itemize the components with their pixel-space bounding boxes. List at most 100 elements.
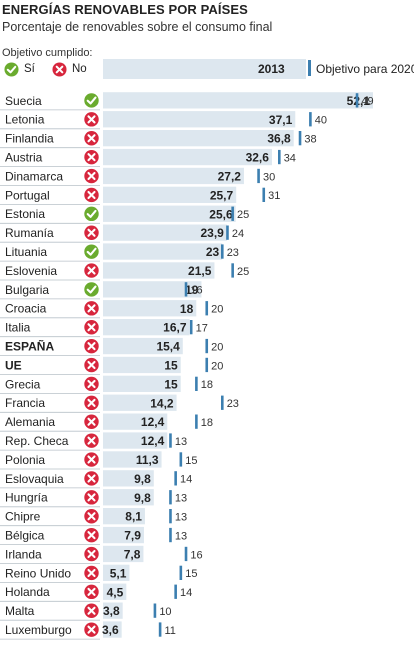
cross-icon [84, 168, 99, 184]
country-label: Eslovenia [5, 264, 57, 278]
value-label: 27,2 [218, 169, 242, 183]
bar [103, 583, 127, 600]
country-label: Suecia [5, 94, 42, 108]
country-label: Letonia [5, 113, 45, 127]
target-tick [262, 187, 266, 202]
check-icon [84, 93, 99, 108]
bar [103, 281, 202, 298]
value-label: 8,1 [125, 510, 142, 524]
bar [103, 319, 190, 336]
cross-icon [52, 61, 67, 77]
target-tick [226, 225, 229, 240]
target-label: 11 [165, 625, 176, 637]
cross-icon [84, 603, 99, 618]
country-label: Lituania [5, 245, 47, 259]
country-label: UE [5, 358, 22, 372]
target-label: 20 [211, 304, 223, 316]
cross-icon [84, 414, 99, 429]
value-label: 32,6 [246, 151, 270, 165]
target-label: 14 [180, 587, 192, 599]
target-label: 15 [185, 568, 197, 580]
cross-icon [84, 471, 99, 486]
cross-icon [84, 490, 99, 505]
target-label: 40 [315, 115, 327, 127]
value-label: 15,4 [156, 340, 180, 354]
country-label: Chipre [5, 510, 41, 524]
value-label: 4,5 [107, 585, 124, 599]
target-label: 38 [304, 133, 316, 145]
value-label: 23,9 [200, 226, 224, 240]
country-label: Portugal [5, 188, 50, 202]
country-label: Estonia [5, 207, 45, 221]
value-label: 21,5 [188, 264, 212, 278]
value-label: 3,6 [102, 623, 119, 637]
target-tick [169, 490, 172, 505]
cross-icon [84, 263, 99, 278]
value-label: 15 [164, 358, 178, 372]
value-label: 3,8 [103, 604, 120, 618]
target-tick [205, 357, 209, 373]
target-tick [189, 320, 193, 335]
target-tick [355, 93, 359, 108]
target-tick [179, 565, 183, 580]
bar [103, 300, 197, 317]
bar [103, 186, 237, 203]
target-tick [220, 244, 224, 259]
cross-icon [84, 376, 99, 392]
legend-label: Objetivo cumplido: [2, 47, 93, 59]
target-tick [298, 131, 302, 146]
target-label: 13 [175, 530, 187, 542]
bar [103, 508, 145, 525]
value-label: 36,8 [267, 132, 291, 146]
bar [103, 470, 154, 487]
country-label: Finlandia [5, 132, 54, 146]
target-label: 23 [227, 247, 239, 259]
country-label: Austria [5, 150, 43, 164]
cross-icon [84, 395, 99, 411]
country-label: Rumanía [5, 226, 54, 240]
target-label: 23 [227, 398, 239, 410]
country-label: Rep. Checa [5, 434, 69, 448]
target-label: 30 [263, 171, 275, 183]
cross-icon [84, 301, 99, 316]
country-label: Croacia [5, 302, 47, 316]
target-tick [169, 433, 172, 448]
value-label: 9,8 [134, 491, 151, 505]
target-tick [153, 603, 157, 618]
value-label: 7,8 [124, 547, 141, 561]
check-icon [84, 282, 99, 297]
target-tick [205, 301, 209, 316]
cross-icon [84, 187, 99, 203]
bar [103, 413, 168, 430]
target-tick [195, 414, 198, 429]
cross-icon [84, 338, 99, 354]
country-label: Holanda [5, 585, 50, 599]
country-label: Italia [5, 321, 31, 335]
bar [103, 451, 162, 468]
legend-no: No [52, 61, 87, 77]
check-icon [4, 61, 19, 77]
bar [103, 130, 294, 147]
target-tick [277, 149, 281, 165]
cross-icon [84, 546, 99, 562]
bar [103, 602, 123, 619]
value-label: 14,2 [150, 396, 174, 410]
bar [103, 526, 144, 544]
value-label: 7,9 [124, 529, 141, 543]
cross-icon [84, 565, 99, 581]
country-label: Eslovaquia [5, 472, 64, 486]
target-label: 13 [175, 436, 187, 448]
target-label: 20 [211, 341, 223, 353]
value-label: 5,1 [110, 566, 127, 580]
legend-year-label: 2013 [258, 62, 285, 76]
value-label: 37,1 [269, 113, 293, 127]
bar [103, 262, 215, 279]
target-label: 25 [237, 209, 249, 221]
bar [103, 167, 244, 185]
target-tick [231, 206, 234, 221]
target-tick [158, 622, 162, 637]
value-label: 12,4 [141, 434, 165, 448]
country-label: Francia [5, 396, 45, 410]
bar [103, 148, 272, 166]
